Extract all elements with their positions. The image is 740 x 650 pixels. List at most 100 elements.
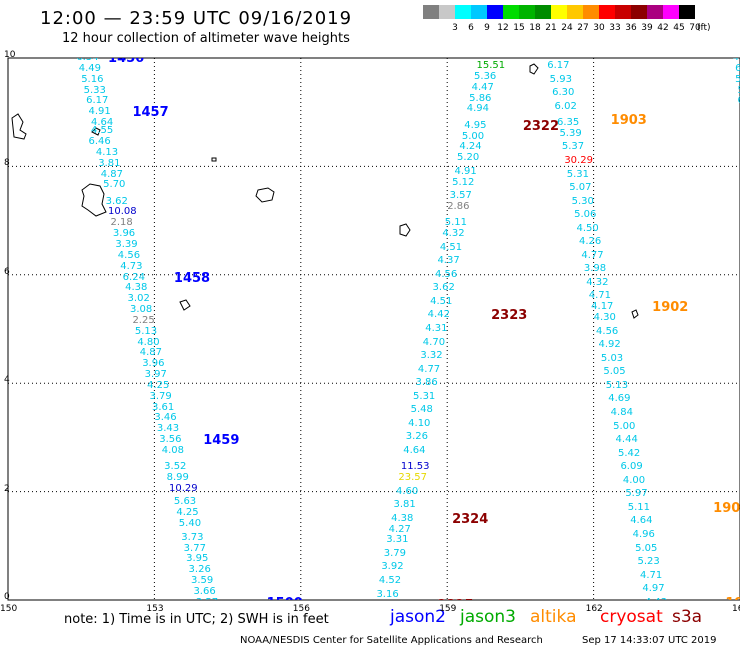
wave-height-value: 5.11 <box>627 501 651 513</box>
wave-height-value: 3.08 <box>130 304 153 316</box>
wave-height-value: 3.77 <box>183 542 206 554</box>
wave-height-value: 2.18 <box>110 217 133 229</box>
wave-height-value: 3.31 <box>386 534 409 546</box>
wave-height-value: 5.06 <box>574 209 597 221</box>
legend-label: 15 <box>513 23 525 33</box>
wave-height-value: 3.43 <box>156 423 180 435</box>
wave-height-value: 5.13 <box>605 379 629 391</box>
longitude-tick-label: 150 <box>0 604 18 614</box>
legend-label: 27 <box>577 23 589 33</box>
wave-height-value: 6.8 <box>735 62 740 74</box>
wave-height-value: 6.24 <box>122 271 145 283</box>
wave-height-value: 4.87 <box>139 347 163 359</box>
wave-height-value: 3.62 <box>432 282 455 294</box>
legend-swatch <box>535 5 551 19</box>
wave-height-value: 5.03 <box>600 352 624 364</box>
wave-height-value: 3.81 <box>98 157 121 169</box>
wave-height-value: 3.56 <box>159 434 182 446</box>
wave-height-value: 11.53 <box>400 461 430 473</box>
wave-height-value: 4.26 <box>578 236 602 248</box>
satellite-label-s3a: s3a <box>672 607 703 627</box>
page-title: 12:00 — 23:59 UTC 09/16/2019 <box>40 8 353 29</box>
pass-time-label: 2323 <box>491 308 528 324</box>
generation-timestamp: Sep 17 14:33:07 UTC 2019 <box>582 635 717 646</box>
legend-label: 42 <box>657 23 669 33</box>
wave-height-value: 3.79 <box>149 390 172 402</box>
land-outline <box>179 299 191 311</box>
wave-height-value: 4.38 <box>391 512 414 524</box>
wave-height-value: 5.39 <box>559 127 582 139</box>
wave-height-value: 5.05 <box>635 542 658 554</box>
longitude-tick-label: 165 <box>732 604 740 614</box>
wave-height-value: 4.95 <box>464 119 487 131</box>
pass-time-label: 2322 <box>522 118 560 134</box>
pass-time-label: 1500 <box>267 596 303 600</box>
wave-height-value: 4.00 <box>622 474 646 486</box>
pass-time-label: 1457 <box>132 105 169 121</box>
wave-height-value: 4.7 <box>733 58 740 63</box>
legend-label: 21 <box>545 23 557 33</box>
wave-height-value: 5.13 <box>134 325 158 337</box>
wave-height-value: 4.51 <box>430 295 453 307</box>
wave-height-value: 5.36 <box>474 70 497 82</box>
wave-height-value: 3.26 <box>405 431 428 443</box>
legend-swatch <box>455 5 471 19</box>
wave-height-value: 4.96 <box>632 528 655 540</box>
wave-height-value: 3.95 <box>186 553 209 565</box>
wave-height-value: 4.94 <box>466 103 489 115</box>
legend-label: 33 <box>609 23 621 33</box>
wave-height-value: 6.0 <box>738 96 740 106</box>
legend-label: 36 <box>625 23 637 33</box>
legend-swatch <box>487 5 503 19</box>
pass-time-label: 1901 <box>713 500 740 516</box>
satellite-label-cryosat: cryosat <box>600 607 663 627</box>
wave-height-value: 10.08 <box>108 206 137 218</box>
wave-height-value: 4.73 <box>120 260 143 272</box>
wave-height-value: 3.98 <box>583 263 607 275</box>
wave-height-value: 3.26 <box>188 564 211 576</box>
wave-height-value: 4.42 <box>427 309 450 321</box>
wave-height-value: 6.02 <box>554 100 577 112</box>
wave-height-value: 5.12 <box>452 176 475 188</box>
wave-height-value: 3.46 <box>154 412 177 424</box>
legend-label: 70 <box>689 23 701 33</box>
longitude-tick-label: 153 <box>146 604 164 614</box>
wave-height-value: 3.92 <box>381 561 404 573</box>
wave-height-value: 4.55 <box>90 125 114 137</box>
wave-height-value: 5.86 <box>469 92 492 104</box>
pass-time-label: 1903 <box>610 113 647 129</box>
legend-unit: (ft) <box>697 23 711 33</box>
wave-height-value: 4.77 <box>581 249 604 261</box>
wave-height-value: 4.32 <box>586 276 609 288</box>
wave-height-value: 6.17 <box>547 60 570 72</box>
wave-height-value: 8.99 <box>166 472 189 484</box>
wave-height-value: 4.80 <box>137 336 160 348</box>
footer-note: note: 1) Time is in UTC; 2) SWH is in fe… <box>64 612 329 627</box>
wave-height-value: 5.07 <box>569 182 592 194</box>
wave-height-value: 5.16 <box>81 73 104 85</box>
wave-height-value: 2.86 <box>447 201 470 213</box>
wave-height-value: 5.63 <box>173 496 197 508</box>
credit-line: NOAA/NESDIS Center for Satellite Applica… <box>240 635 543 646</box>
legend-swatch <box>551 5 567 19</box>
wave-height-value: 3.96 <box>112 228 136 240</box>
wave-height-value: 4.25 <box>147 379 170 391</box>
satellite-label-altika: altika <box>530 607 577 627</box>
wave-height-value: 6.17 <box>86 95 109 107</box>
wave-height-value: 3.81 <box>393 499 416 511</box>
wave-height-value: 5.11 <box>444 217 468 229</box>
legend-label: 6 <box>468 23 474 33</box>
wave-height-value: 4.64 <box>403 444 426 456</box>
wave-height-value: 4.44 <box>615 434 638 446</box>
wave-height-value: 5.6 <box>738 85 740 96</box>
wave-height-value: 3.32 <box>420 350 443 362</box>
wave-height-value: 4.91 <box>454 165 477 177</box>
wave-height-value: 4.08 <box>161 444 184 456</box>
wave-height-value: 4.97 <box>642 583 665 595</box>
wave-height-value: 5.93 <box>549 73 572 85</box>
land-outlines <box>11 63 639 319</box>
wave-height-value: 4.51 <box>439 241 463 253</box>
wave-height-value: 4.71 <box>639 569 663 581</box>
wave-height-value: 4.50 <box>576 222 599 234</box>
